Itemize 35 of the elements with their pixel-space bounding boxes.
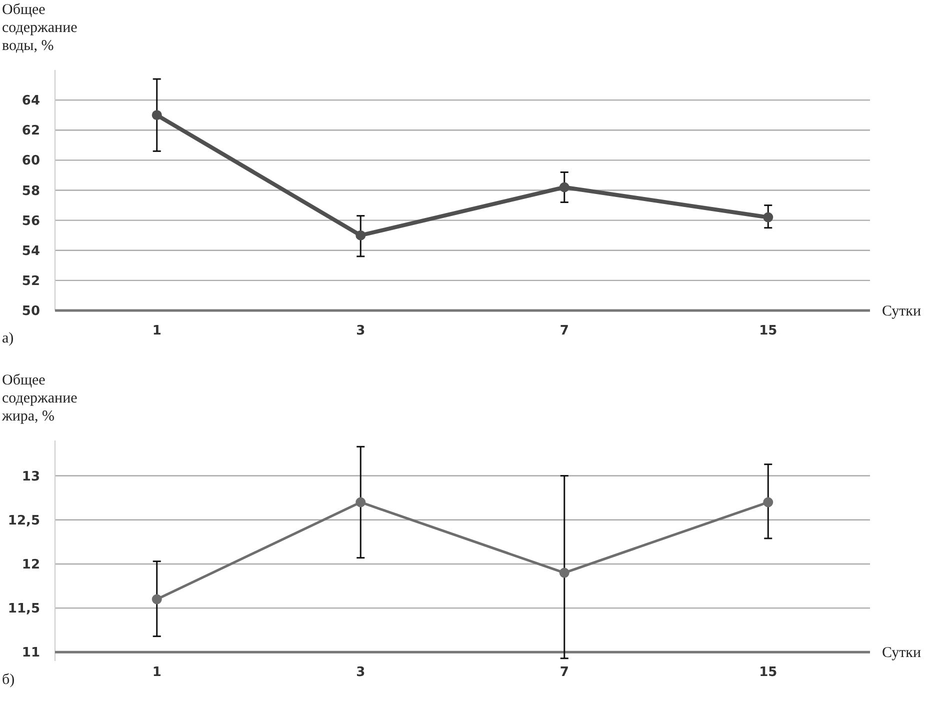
point bbox=[559, 568, 570, 578]
x-axis-title: Сутки bbox=[882, 645, 922, 662]
x-tick-label: 15 bbox=[759, 324, 778, 338]
x-tick-label: 15 bbox=[759, 665, 778, 680]
x-tick-label: 7 bbox=[560, 665, 569, 680]
text: а) bbox=[2, 330, 14, 346]
y-tick-label: 13 bbox=[22, 469, 40, 484]
y-tick-label: 12,5 bbox=[8, 513, 40, 528]
y-tick-label: 56 bbox=[22, 214, 40, 229]
point bbox=[152, 594, 162, 604]
point bbox=[356, 497, 366, 508]
y-tick-label: 11,5 bbox=[8, 602, 40, 617]
point bbox=[559, 182, 570, 192]
y-tick-label: 58 bbox=[22, 184, 40, 199]
x-tick-label: 1 bbox=[152, 665, 162, 680]
point bbox=[763, 212, 774, 222]
point bbox=[356, 230, 366, 240]
y-tick-label: 11 bbox=[22, 646, 40, 661]
y-tick-label: 60 bbox=[22, 154, 40, 169]
y-tick-label: 62 bbox=[22, 124, 40, 139]
y-axis-title: Общее содержание воды, % bbox=[2, 2, 78, 54]
x-tick-label: 1 bbox=[152, 324, 162, 338]
x-tick-label: 3 bbox=[356, 324, 366, 338]
y-axis-title: Общее содержание жира, % bbox=[1, 372, 78, 424]
y-tick-label: 12 bbox=[22, 558, 40, 573]
y-tick-label: 54 bbox=[22, 244, 40, 259]
point bbox=[152, 110, 162, 120]
y-tick-label: 50 bbox=[22, 304, 40, 320]
text: б) bbox=[2, 672, 15, 688]
y-tick-label: 64 bbox=[22, 94, 40, 109]
point bbox=[763, 497, 774, 508]
x-axis-title: Сутки bbox=[882, 304, 922, 320]
x-tick-label: 7 bbox=[560, 324, 569, 338]
y-tick-label: 52 bbox=[22, 274, 40, 289]
x-tick-label: 3 bbox=[356, 665, 366, 680]
